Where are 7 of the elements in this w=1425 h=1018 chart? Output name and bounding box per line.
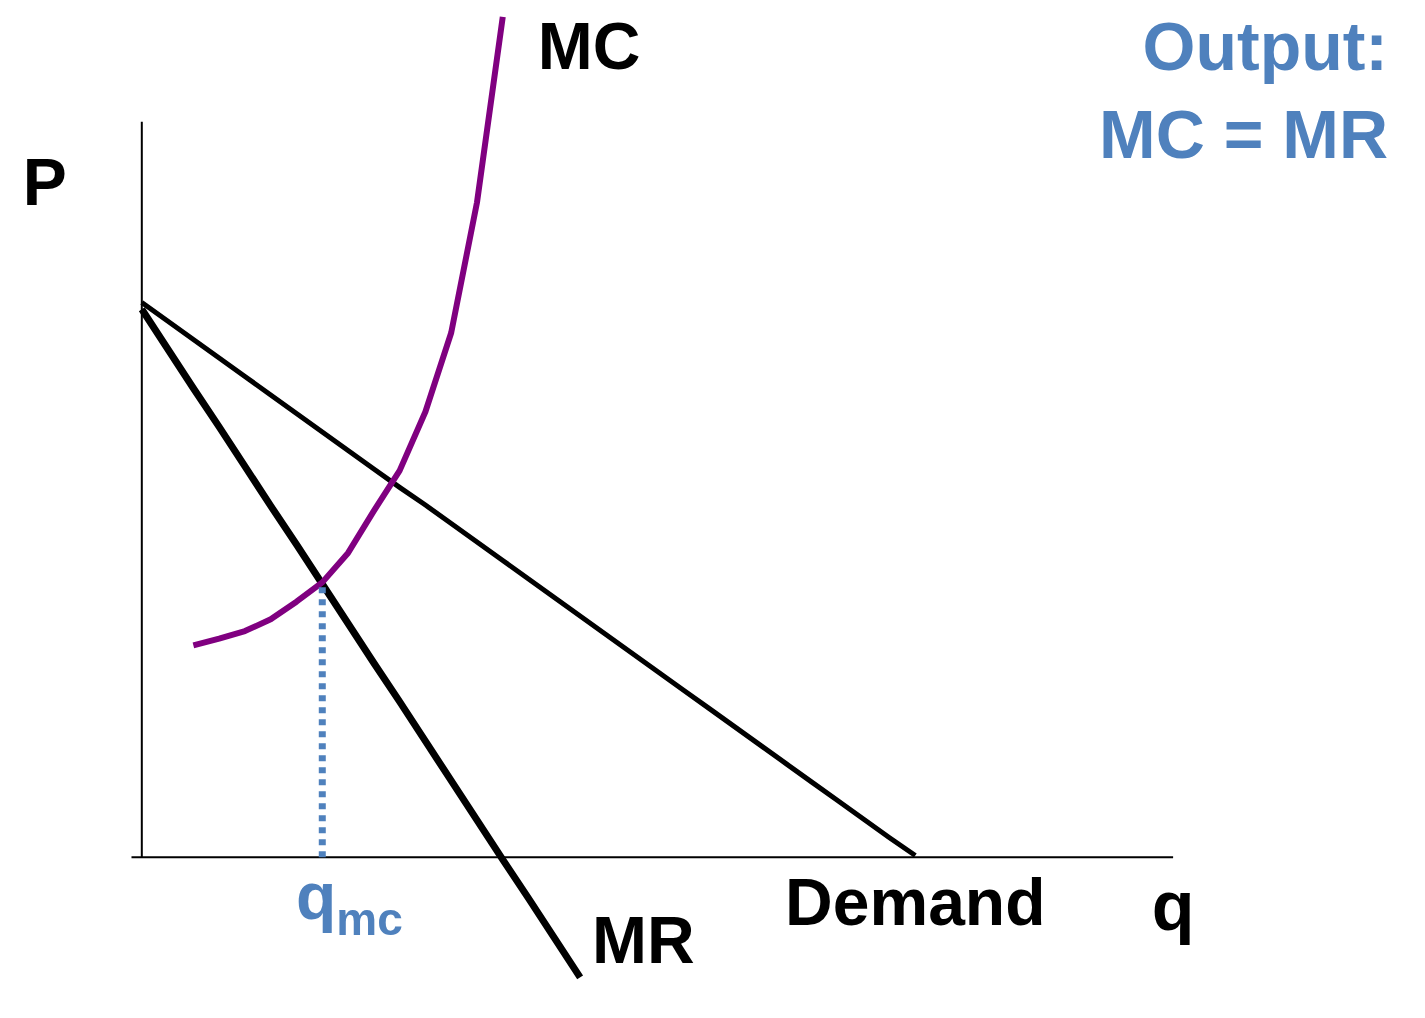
annotation: MC = MR bbox=[1099, 96, 1388, 172]
series-label: MR bbox=[592, 903, 695, 978]
series-label: Demand bbox=[785, 865, 1046, 940]
y-axis-title: P bbox=[22, 144, 67, 219]
series-label: MC bbox=[537, 8, 641, 83]
annotation: Output: bbox=[1142, 8, 1388, 84]
x-axis-title: q bbox=[1151, 867, 1195, 946]
